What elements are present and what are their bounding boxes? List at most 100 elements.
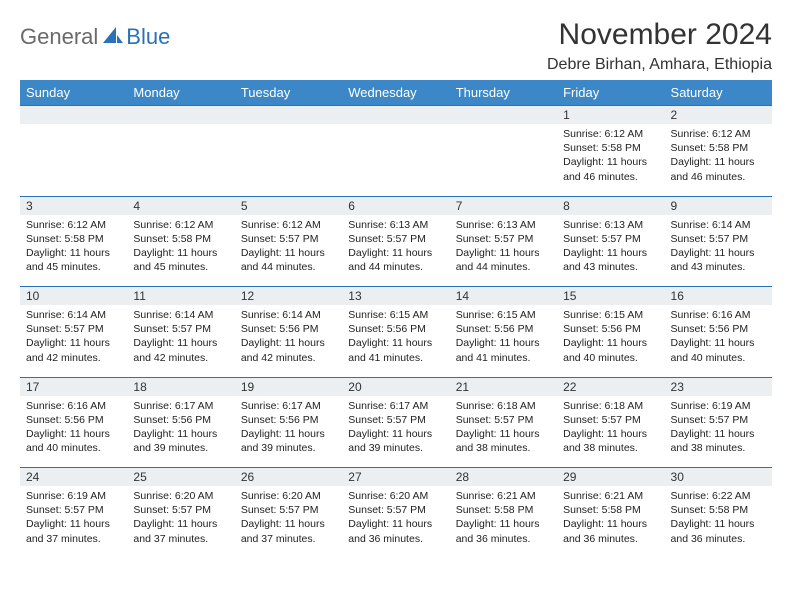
daylight-text-line2: and 37 minutes. — [241, 532, 336, 546]
daylight-text-line2: and 44 minutes. — [348, 260, 443, 274]
daylight-text-line1: Daylight: 11 hours — [26, 427, 121, 441]
day-number-cell — [342, 106, 449, 125]
sunset-text: Sunset: 5:58 PM — [671, 141, 766, 155]
daylight-text-line2: and 41 minutes. — [456, 351, 551, 365]
day-details-cell: Sunrise: 6:20 AMSunset: 5:57 PMDaylight:… — [127, 486, 234, 558]
day-number-cell: 21 — [450, 377, 557, 396]
daylight-text-line1: Daylight: 11 hours — [133, 246, 228, 260]
day-details-cell: Sunrise: 6:12 AMSunset: 5:58 PMDaylight:… — [20, 215, 127, 287]
day-number-cell: 22 — [557, 377, 664, 396]
sunset-text: Sunset: 5:58 PM — [456, 503, 551, 517]
sunset-text: Sunset: 5:57 PM — [133, 503, 228, 517]
day-number-row: 3456789 — [20, 196, 772, 215]
daylight-text-line1: Daylight: 11 hours — [671, 155, 766, 169]
sunrise-text: Sunrise: 6:15 AM — [563, 308, 658, 322]
day-details-cell: Sunrise: 6:15 AMSunset: 5:56 PMDaylight:… — [342, 305, 449, 377]
day-number-row: 12 — [20, 106, 772, 125]
day-details-cell: Sunrise: 6:14 AMSunset: 5:57 PMDaylight:… — [665, 215, 772, 287]
sunset-text: Sunset: 5:57 PM — [133, 322, 228, 336]
daylight-text-line2: and 43 minutes. — [671, 260, 766, 274]
day-number-cell: 5 — [235, 196, 342, 215]
sunrise-text: Sunrise: 6:13 AM — [456, 218, 551, 232]
daylight-text-line1: Daylight: 11 hours — [456, 517, 551, 531]
daylight-text-line1: Daylight: 11 hours — [348, 517, 443, 531]
day-number-cell: 14 — [450, 287, 557, 306]
daylight-text-line1: Daylight: 11 hours — [563, 336, 658, 350]
day-number-cell: 6 — [342, 196, 449, 215]
day-details-cell: Sunrise: 6:16 AMSunset: 5:56 PMDaylight:… — [665, 305, 772, 377]
daylight-text-line1: Daylight: 11 hours — [563, 155, 658, 169]
day-number-cell — [450, 106, 557, 125]
sunrise-text: Sunrise: 6:20 AM — [241, 489, 336, 503]
sunset-text: Sunset: 5:58 PM — [563, 141, 658, 155]
location-text: Debre Birhan, Amhara, Ethiopia — [547, 56, 772, 74]
day-number-cell: 17 — [20, 377, 127, 396]
weekday-header: Thursday — [450, 80, 557, 106]
sunset-text: Sunset: 5:57 PM — [241, 503, 336, 517]
daylight-text-line1: Daylight: 11 hours — [241, 336, 336, 350]
daylight-text-line1: Daylight: 11 hours — [563, 427, 658, 441]
day-number-cell — [127, 106, 234, 125]
day-details-cell: Sunrise: 6:13 AMSunset: 5:57 PMDaylight:… — [450, 215, 557, 287]
page-header: General Blue November 2024 Debre Birhan,… — [20, 18, 772, 74]
daylight-text-line1: Daylight: 11 hours — [348, 336, 443, 350]
sunrise-text: Sunrise: 6:18 AM — [456, 399, 551, 413]
day-details-cell: Sunrise: 6:13 AMSunset: 5:57 PMDaylight:… — [557, 215, 664, 287]
daylight-text-line2: and 40 minutes. — [26, 441, 121, 455]
day-number-cell: 30 — [665, 468, 772, 487]
day-details-cell: Sunrise: 6:14 AMSunset: 5:56 PMDaylight:… — [235, 305, 342, 377]
day-details-cell: Sunrise: 6:19 AMSunset: 5:57 PMDaylight:… — [665, 396, 772, 468]
sunset-text: Sunset: 5:57 PM — [241, 232, 336, 246]
sunrise-text: Sunrise: 6:12 AM — [26, 218, 121, 232]
sunset-text: Sunset: 5:57 PM — [456, 413, 551, 427]
sunrise-text: Sunrise: 6:21 AM — [563, 489, 658, 503]
day-details-cell: Sunrise: 6:21 AMSunset: 5:58 PMDaylight:… — [450, 486, 557, 558]
daylight-text-line2: and 36 minutes. — [456, 532, 551, 546]
day-details-row: Sunrise: 6:12 AMSunset: 5:58 PMDaylight:… — [20, 124, 772, 196]
daylight-text-line1: Daylight: 11 hours — [241, 246, 336, 260]
sunrise-text: Sunrise: 6:16 AM — [26, 399, 121, 413]
weekday-header: Saturday — [665, 80, 772, 106]
sunset-text: Sunset: 5:57 PM — [456, 232, 551, 246]
sunset-text: Sunset: 5:57 PM — [563, 413, 658, 427]
daylight-text-line1: Daylight: 11 hours — [348, 246, 443, 260]
daylight-text-line2: and 41 minutes. — [348, 351, 443, 365]
sunset-text: Sunset: 5:56 PM — [671, 322, 766, 336]
daylight-text-line1: Daylight: 11 hours — [26, 336, 121, 350]
sunset-text: Sunset: 5:56 PM — [241, 413, 336, 427]
day-details-cell — [127, 124, 234, 196]
sunrise-text: Sunrise: 6:14 AM — [26, 308, 121, 322]
daylight-text-line1: Daylight: 11 hours — [456, 427, 551, 441]
day-number-cell: 1 — [557, 106, 664, 125]
sunrise-text: Sunrise: 6:12 AM — [241, 218, 336, 232]
sunrise-text: Sunrise: 6:17 AM — [241, 399, 336, 413]
day-details-cell: Sunrise: 6:14 AMSunset: 5:57 PMDaylight:… — [20, 305, 127, 377]
sunset-text: Sunset: 5:57 PM — [348, 503, 443, 517]
sunrise-text: Sunrise: 6:15 AM — [348, 308, 443, 322]
day-number-cell: 8 — [557, 196, 664, 215]
sunrise-text: Sunrise: 6:14 AM — [241, 308, 336, 322]
daylight-text-line2: and 36 minutes. — [563, 532, 658, 546]
day-details-cell: Sunrise: 6:18 AMSunset: 5:57 PMDaylight:… — [557, 396, 664, 468]
daylight-text-line2: and 46 minutes. — [563, 170, 658, 184]
daylight-text-line1: Daylight: 11 hours — [26, 246, 121, 260]
day-number-cell: 15 — [557, 287, 664, 306]
sunset-text: Sunset: 5:56 PM — [133, 413, 228, 427]
day-details-row: Sunrise: 6:12 AMSunset: 5:58 PMDaylight:… — [20, 215, 772, 287]
day-number-cell: 3 — [20, 196, 127, 215]
sunrise-text: Sunrise: 6:13 AM — [348, 218, 443, 232]
daylight-text-line2: and 40 minutes. — [671, 351, 766, 365]
calendar-table: Sunday Monday Tuesday Wednesday Thursday… — [20, 80, 772, 558]
day-details-cell — [235, 124, 342, 196]
sunrise-text: Sunrise: 6:19 AM — [671, 399, 766, 413]
day-number-cell: 26 — [235, 468, 342, 487]
sunset-text: Sunset: 5:56 PM — [241, 322, 336, 336]
day-number-row: 24252627282930 — [20, 468, 772, 487]
daylight-text-line1: Daylight: 11 hours — [671, 427, 766, 441]
sunset-text: Sunset: 5:57 PM — [671, 232, 766, 246]
day-details-row: Sunrise: 6:16 AMSunset: 5:56 PMDaylight:… — [20, 396, 772, 468]
daylight-text-line1: Daylight: 11 hours — [456, 246, 551, 260]
sunset-text: Sunset: 5:56 PM — [26, 413, 121, 427]
sunset-text: Sunset: 5:57 PM — [26, 503, 121, 517]
daylight-text-line2: and 37 minutes. — [26, 532, 121, 546]
